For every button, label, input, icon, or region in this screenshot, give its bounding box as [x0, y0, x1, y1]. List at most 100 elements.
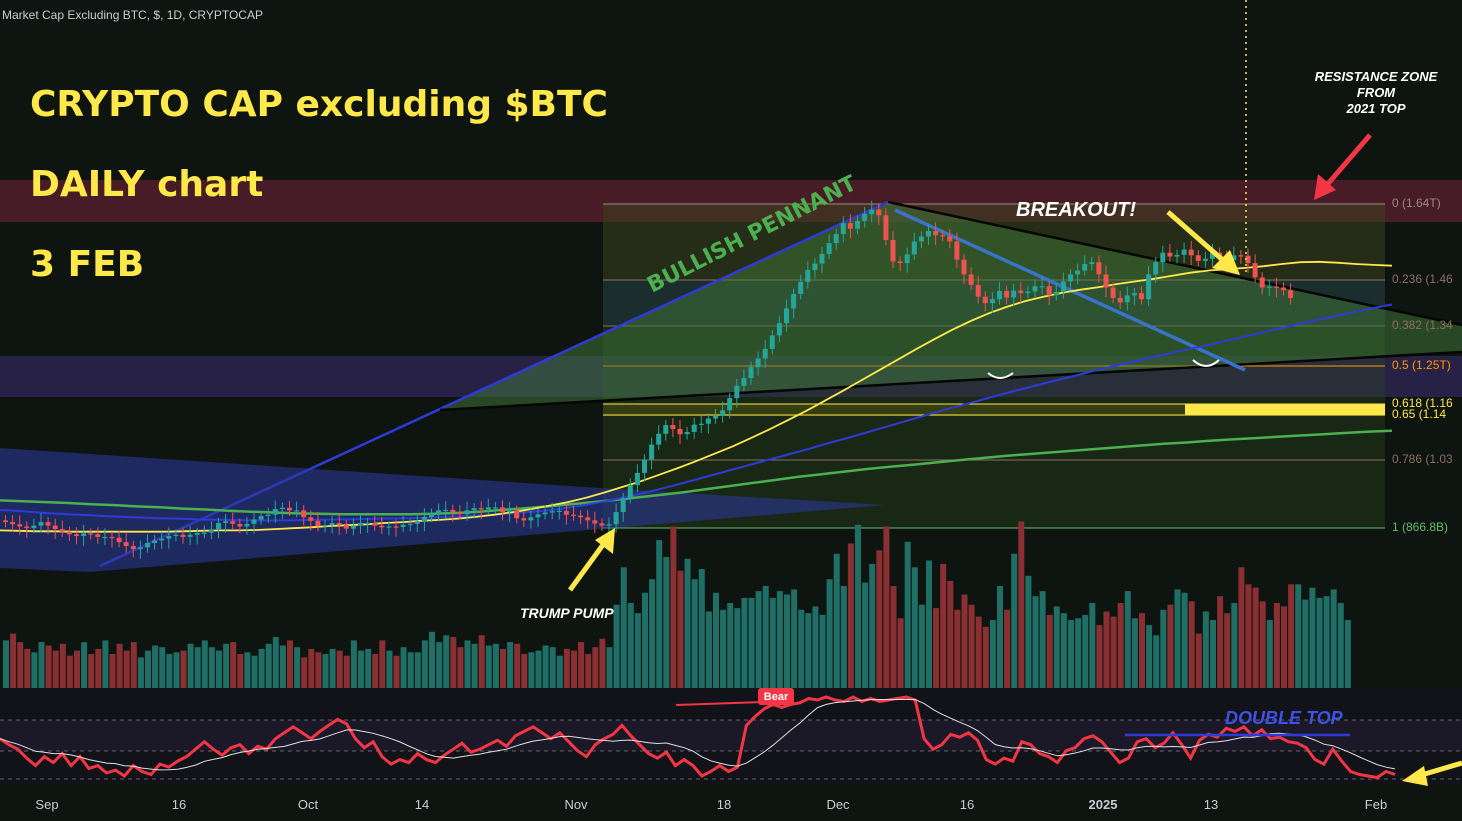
candle-69	[492, 502, 498, 515]
candle-135	[961, 254, 967, 285]
arrow-resistance	[1314, 133, 1372, 200]
volume-bar-47	[336, 650, 343, 688]
candle-106	[755, 351, 761, 376]
volume-bar-117	[833, 553, 840, 688]
candle-89	[634, 464, 640, 492]
candle-30	[216, 517, 221, 539]
volume-bar-138	[982, 626, 989, 688]
candle-101	[720, 401, 726, 423]
fib-label-0.618: 0.618 (1.16	[1392, 396, 1453, 410]
ma-green-line	[0, 429, 1393, 516]
candle-92	[656, 425, 662, 450]
candle-149	[1060, 272, 1066, 299]
volume-bar-128	[911, 567, 918, 688]
volume-bar-73	[521, 654, 528, 688]
candle-48	[343, 519, 349, 534]
candle-85	[606, 517, 612, 533]
volume-bar-63	[450, 637, 457, 688]
fib-label-1: 1 (866.8B)	[1392, 520, 1449, 534]
bounce-arc-1	[987, 372, 1014, 379]
candle-136	[968, 267, 974, 291]
volume-bar-10	[74, 650, 80, 688]
candle-165	[1174, 249, 1180, 264]
volume-bar-163	[1160, 609, 1167, 688]
double-top-label: DOUBLE TOP	[1225, 708, 1343, 728]
candle-126	[897, 256, 903, 272]
volume-bar-177	[1259, 601, 1266, 688]
volume-bar-185	[1316, 597, 1323, 688]
candle-28	[201, 525, 207, 539]
volume-bar-78	[556, 655, 563, 688]
candle-134	[954, 232, 960, 268]
volume-bar-183	[1302, 599, 1309, 688]
volume-bar-71	[507, 642, 514, 688]
volume-bar-5	[38, 642, 45, 688]
candle-19	[137, 540, 143, 559]
volume-bar-133	[947, 580, 954, 688]
candle-42	[301, 505, 307, 526]
volume-bar-24	[173, 652, 180, 688]
x-tick-label: 2025	[1088, 797, 1118, 812]
volume-bar-101	[720, 609, 727, 688]
volume-bar-82	[585, 654, 592, 688]
rsi-panel	[0, 688, 1462, 784]
candle-90	[642, 454, 647, 482]
volume-bar-34	[244, 652, 251, 688]
candle-117	[833, 228, 839, 250]
candle-41	[294, 501, 300, 518]
moving-averages	[0, 260, 1393, 533]
volume-bar-110	[784, 594, 790, 688]
candle-34	[244, 516, 250, 535]
candle-146	[1039, 277, 1045, 295]
candle-151	[1075, 263, 1081, 285]
volume-bar-84	[599, 638, 606, 688]
volume-bar-99	[705, 611, 712, 688]
rsi-line	[0, 695, 1396, 780]
candle-29	[208, 521, 214, 540]
candle-93	[663, 419, 669, 441]
volume-bar-30	[216, 650, 222, 688]
candle-122	[869, 200, 875, 223]
fib-label-0.236: 0.236 (1.46	[1392, 272, 1453, 286]
candle-56	[400, 516, 406, 533]
candle-9	[66, 526, 72, 542]
candle-119	[847, 214, 853, 239]
volume-bar-89	[634, 613, 641, 688]
candle-95	[677, 420, 683, 444]
candle-102	[727, 392, 733, 419]
volume-bar-118	[840, 586, 847, 688]
candle-98	[698, 415, 704, 433]
title-line-2: DAILY chart	[30, 164, 264, 205]
volume-bar-173	[1231, 603, 1238, 688]
consolidation-fill	[0, 448, 885, 572]
volume-bar-160	[1139, 613, 1145, 688]
candle-40	[287, 500, 292, 516]
candle-113	[805, 261, 811, 289]
candle-62	[443, 501, 449, 519]
trump-pump-label: TRUMP PUMP	[520, 605, 614, 621]
volume-bar-144	[1025, 575, 1032, 688]
volume-bar-83	[592, 647, 599, 688]
ema-yellow-line	[0, 260, 1393, 533]
volume-bar-97	[691, 579, 698, 688]
volume-bar-100	[713, 592, 719, 688]
candle-154	[1096, 255, 1102, 283]
arrow-rsi-low	[1402, 760, 1462, 786]
candle-6	[45, 516, 51, 534]
volume-bar-107	[762, 586, 769, 688]
volume-bar-1	[10, 633, 17, 688]
fib-label-0: 0 (1.64T)	[1392, 196, 1441, 210]
title-line-1: CRYPTO CAP excluding $BTC	[30, 84, 608, 125]
volume-bar-164	[1167, 604, 1174, 688]
volume-bar-123	[876, 550, 883, 688]
candle-64	[457, 505, 463, 520]
candle-94	[670, 418, 676, 438]
candle-44	[315, 512, 321, 532]
candle-142	[1011, 283, 1017, 306]
volume-bar-139	[989, 620, 996, 688]
volume-bar-6	[45, 645, 52, 688]
volume-bar-145	[1032, 596, 1039, 688]
volume-bar-169	[1202, 611, 1209, 688]
volume-bar-187	[1330, 589, 1337, 688]
